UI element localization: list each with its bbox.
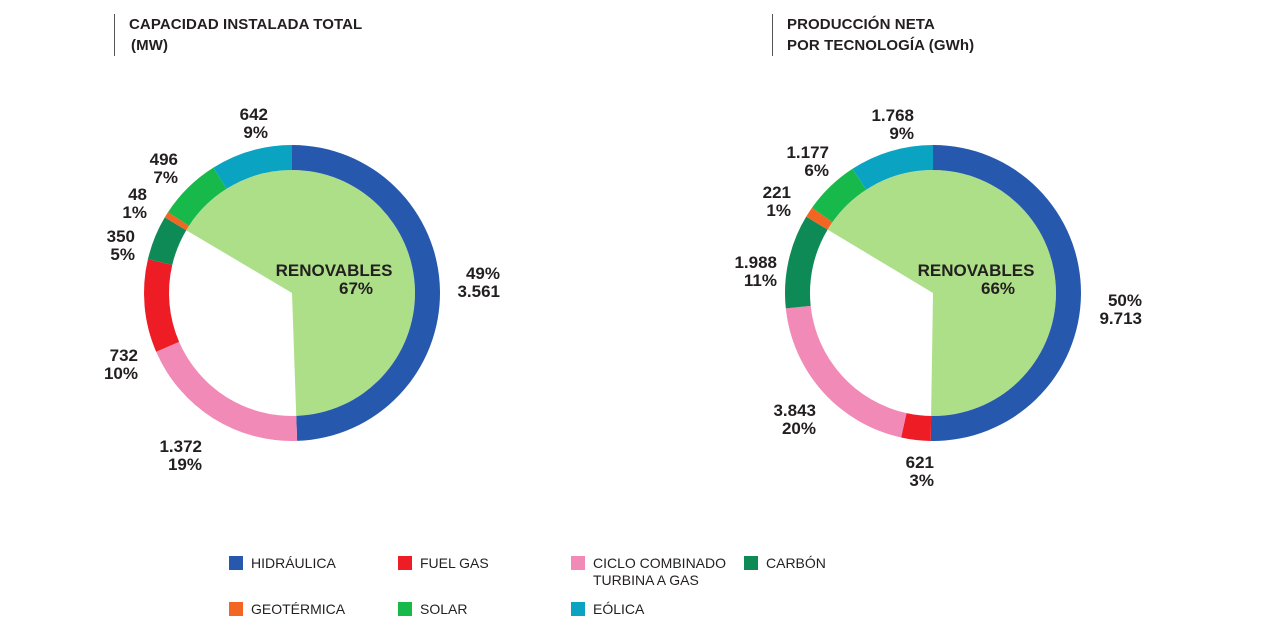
legend-label-line: CICLO COMBINADO bbox=[593, 555, 727, 571]
data-label-solar: 7% bbox=[153, 168, 178, 187]
chart-title-capacidad: CAPACIDAD INSTALADA TOTAL (MW) bbox=[114, 14, 362, 56]
center-label-title: RENOVABLES bbox=[918, 261, 1035, 280]
donut-slice-ciclo_combinado bbox=[156, 341, 298, 441]
data-label-carbon: 1.988 bbox=[734, 253, 777, 272]
data-label-fuel_gas: 732 bbox=[110, 346, 138, 365]
data-label-carbon: 5% bbox=[110, 245, 135, 264]
donut-slice-eolica bbox=[852, 145, 933, 190]
data-label-ciclo_combinado: 19% bbox=[168, 455, 202, 474]
donut-slice-geotermica bbox=[806, 207, 833, 230]
data-label-carbon: 350 bbox=[107, 227, 135, 246]
legend-label-line: HIDRÁULICA bbox=[251, 555, 336, 571]
chart-title-line: PRODUCCIÓN NETA bbox=[787, 16, 935, 33]
legend-label-line: TURBINA A GAS bbox=[593, 572, 699, 588]
data-label-eolica: 642 bbox=[240, 105, 268, 124]
legend-swatch bbox=[398, 602, 412, 616]
data-label-eolica: 9% bbox=[243, 123, 268, 142]
data-label-fuel_gas: 3% bbox=[909, 471, 934, 490]
data-label-eolica: 1.768 bbox=[871, 106, 914, 125]
legend-label-line: CARBÓN bbox=[766, 555, 826, 571]
data-label-geotermica: 48 bbox=[128, 185, 147, 204]
legend-swatch bbox=[229, 556, 243, 570]
data-label-hidraulica: 9.713 bbox=[1099, 309, 1142, 328]
data-label-ciclo_combinado: 20% bbox=[782, 419, 816, 438]
legend-swatch bbox=[229, 602, 243, 616]
donut-slice-carbon bbox=[784, 216, 828, 309]
legend-label: SOLAR bbox=[420, 601, 467, 618]
legend-label-line: FUEL GAS bbox=[420, 555, 489, 571]
legend-label: GEOTÉRMICA bbox=[251, 601, 345, 618]
legend-swatch bbox=[744, 556, 758, 570]
legend-label: CICLO COMBINADO TURBINA A GAS bbox=[593, 555, 726, 589]
legend-swatch bbox=[571, 556, 585, 570]
legend-label: CARBÓN bbox=[766, 555, 826, 572]
data-label-geotermica: 221 bbox=[763, 183, 791, 202]
donut-slice-fuel_gas bbox=[144, 259, 180, 352]
chart-title-produccion: PRODUCCIÓN NETA POR TECNOLOGÍA (GWh) bbox=[772, 14, 974, 56]
center-label-percent: 66% bbox=[981, 279, 1015, 298]
data-label-solar: 6% bbox=[804, 161, 829, 180]
data-label-hidraulica: 50% bbox=[1108, 291, 1142, 310]
legend-label: HIDRÁULICA bbox=[251, 555, 336, 572]
data-label-hidraulica: 49% bbox=[466, 264, 500, 283]
data-label-geotermica: 1% bbox=[766, 201, 791, 220]
donut-slice-solar bbox=[811, 168, 867, 223]
chart-title-line: POR TECNOLOGÍA (GWh) bbox=[787, 37, 975, 54]
donut-slice-ciclo_combinado bbox=[785, 305, 907, 438]
donut-slice-carbon bbox=[147, 217, 187, 265]
legend-swatch bbox=[398, 556, 412, 570]
data-label-hidraulica: 3.561 bbox=[457, 282, 500, 301]
donut-slice-hidraulica bbox=[930, 145, 1081, 441]
data-label-carbon: 11% bbox=[744, 271, 777, 290]
center-label-title: RENOVABLES bbox=[276, 261, 393, 280]
legend-label: FUEL GAS bbox=[420, 555, 489, 572]
data-label-solar: 496 bbox=[150, 150, 178, 169]
renewables-wedge bbox=[186, 169, 415, 416]
data-label-solar: 1.177 bbox=[786, 143, 829, 162]
legend-swatch bbox=[571, 602, 585, 616]
chart-title-line: (MW) bbox=[131, 37, 169, 54]
donut-slice-fuel_gas bbox=[901, 413, 932, 441]
center-label-percent: 67% bbox=[339, 279, 373, 298]
data-label-geotermica: 1% bbox=[122, 203, 147, 222]
renewables-wedge bbox=[827, 170, 1056, 416]
donut-slice-geotermica bbox=[164, 212, 189, 231]
donut-slice-solar bbox=[168, 167, 227, 226]
data-label-fuel_gas: 10% bbox=[104, 364, 138, 383]
legend-label-line: EÓLICA bbox=[593, 601, 645, 617]
data-label-ciclo_combinado: 1.372 bbox=[159, 437, 202, 456]
donut-slice-hidraulica bbox=[292, 144, 441, 441]
legend-label-line: SOLAR bbox=[420, 601, 468, 617]
data-label-ciclo_combinado: 3.843 bbox=[773, 401, 816, 420]
legend-label-line: GEOTÉRMICA bbox=[251, 601, 346, 617]
legend-label: EÓLICA bbox=[593, 601, 644, 618]
chart-title-line: CAPACIDAD INSTALADA TOTAL bbox=[129, 16, 363, 33]
data-label-fuel_gas: 621 bbox=[906, 453, 934, 472]
donut-slice-eolica bbox=[213, 145, 292, 189]
data-label-eolica: 9% bbox=[889, 124, 914, 143]
